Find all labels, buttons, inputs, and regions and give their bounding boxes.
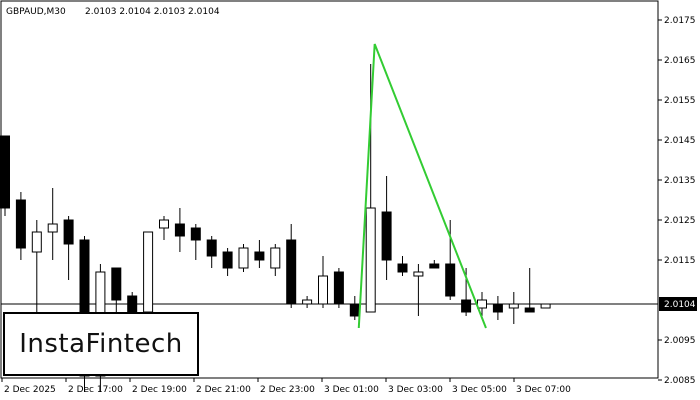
candle-body-bear (333, 271, 344, 305)
candle (190, 224, 201, 260)
candle (524, 268, 535, 313)
x-tick-label: 2 Dec 19:00 (132, 385, 187, 395)
candle-body-bear (524, 307, 535, 313)
candle-body-bear (445, 263, 456, 297)
candle-body-bull (238, 247, 249, 269)
chart-symbol: GBPAUD,M30 (6, 7, 66, 17)
candle (381, 176, 392, 280)
candle-body-bear (111, 267, 122, 301)
y-tick-label: 2.0125 (664, 216, 696, 226)
x-tick-label: 3 Dec 01:00 (324, 385, 379, 395)
x-tick-label: 2 Dec 17:00 (68, 385, 123, 395)
candle-body-bear (286, 239, 297, 305)
x-tick-label: 3 Dec 07:00 (516, 385, 571, 395)
candle (174, 208, 185, 252)
candle-body-bear (0, 135, 10, 209)
candle (286, 224, 297, 308)
candle-body-bull (143, 231, 154, 313)
candle-body-bull (318, 275, 328, 305)
y-tick-label: 2.0115 (664, 256, 696, 266)
pattern-line-stroke (357, 43, 487, 329)
candle (413, 264, 424, 316)
candle-body-bear (254, 251, 265, 261)
candle (63, 216, 74, 280)
candle (143, 231, 154, 316)
price-axis: 2.0175 2.0165 2.0155 2.0145 2.0135 2.0125 2.01… (658, 16, 697, 386)
candle-body-bull (365, 207, 376, 313)
candle-body-bull (413, 271, 424, 277)
y-tick-label: 2.0085 (664, 376, 696, 386)
candle-body-bear (63, 219, 74, 245)
candle (222, 248, 233, 276)
candle-body-bear (222, 251, 233, 269)
y-tick-label: 2.0165 (664, 56, 696, 66)
candle-body-bull (302, 299, 313, 305)
candle-body-bear (461, 299, 472, 313)
candle-body-bear (190, 227, 201, 241)
y-tick-label: 2.0095 (664, 336, 696, 346)
candle (508, 292, 519, 324)
candle (270, 244, 281, 276)
candle (31, 220, 42, 312)
candle-body-bull (159, 219, 169, 229)
candle-body-bear (206, 239, 217, 257)
candle (302, 296, 313, 308)
chart-ohlc: 2.0103 2.0104 2.0103 2.0104 (85, 7, 220, 17)
y-tick-label: 2.0145 (664, 136, 696, 146)
x-tick-label: 2 Dec 23:00 (260, 385, 315, 395)
candle (238, 244, 249, 272)
current-price-label: 2.0104 (664, 300, 696, 310)
time-axis: 2 Dec 2025 2 Dec 17:00 2 Dec 19:00 2 Dec 21… (1, 378, 571, 395)
logo-text: InstaFintech (19, 329, 183, 359)
candle (492, 296, 503, 320)
candle-body-bull (477, 299, 487, 309)
x-tick-label: 2 Dec 21:00 (196, 385, 251, 395)
candle (0, 135, 10, 216)
candle (445, 220, 456, 300)
candle (47, 188, 58, 260)
candle-body-bear (429, 263, 440, 269)
candle (206, 236, 217, 268)
candle (540, 303, 551, 309)
candle (397, 256, 408, 276)
x-tick-label: 2 Dec 2025 (4, 385, 56, 395)
candle-body-bear (15, 199, 26, 249)
instafintech-logo: InstaFintech (3, 312, 199, 376)
candle (15, 192, 26, 260)
candle-body-bull (47, 223, 58, 233)
x-tick-label: 3 Dec 05:00 (452, 385, 507, 395)
current-price-marker (659, 297, 697, 311)
candle (333, 268, 344, 308)
candle-body-bull (508, 303, 519, 309)
candle (429, 260, 440, 269)
candle-body-bear (397, 263, 408, 273)
candle-body-bear (381, 211, 392, 261)
candle (254, 240, 265, 268)
pattern-line (357, 43, 487, 329)
y-tick-label: 2.0155 (664, 96, 696, 106)
y-tick-label: 2.0135 (664, 176, 696, 186)
candle-body-bull (270, 247, 281, 269)
candle-body-bear (79, 239, 90, 377)
candle-body-bear (492, 303, 503, 313)
candle (318, 256, 328, 308)
x-tick-label: 3 Dec 03:00 (388, 385, 443, 395)
candle-body-bull (540, 303, 551, 309)
candle-body-bear (174, 223, 185, 237)
candle (159, 216, 169, 240)
y-tick-label: 2.0175 (664, 16, 696, 26)
candle-body-bull (31, 231, 42, 253)
candle-body-bear (349, 303, 360, 317)
